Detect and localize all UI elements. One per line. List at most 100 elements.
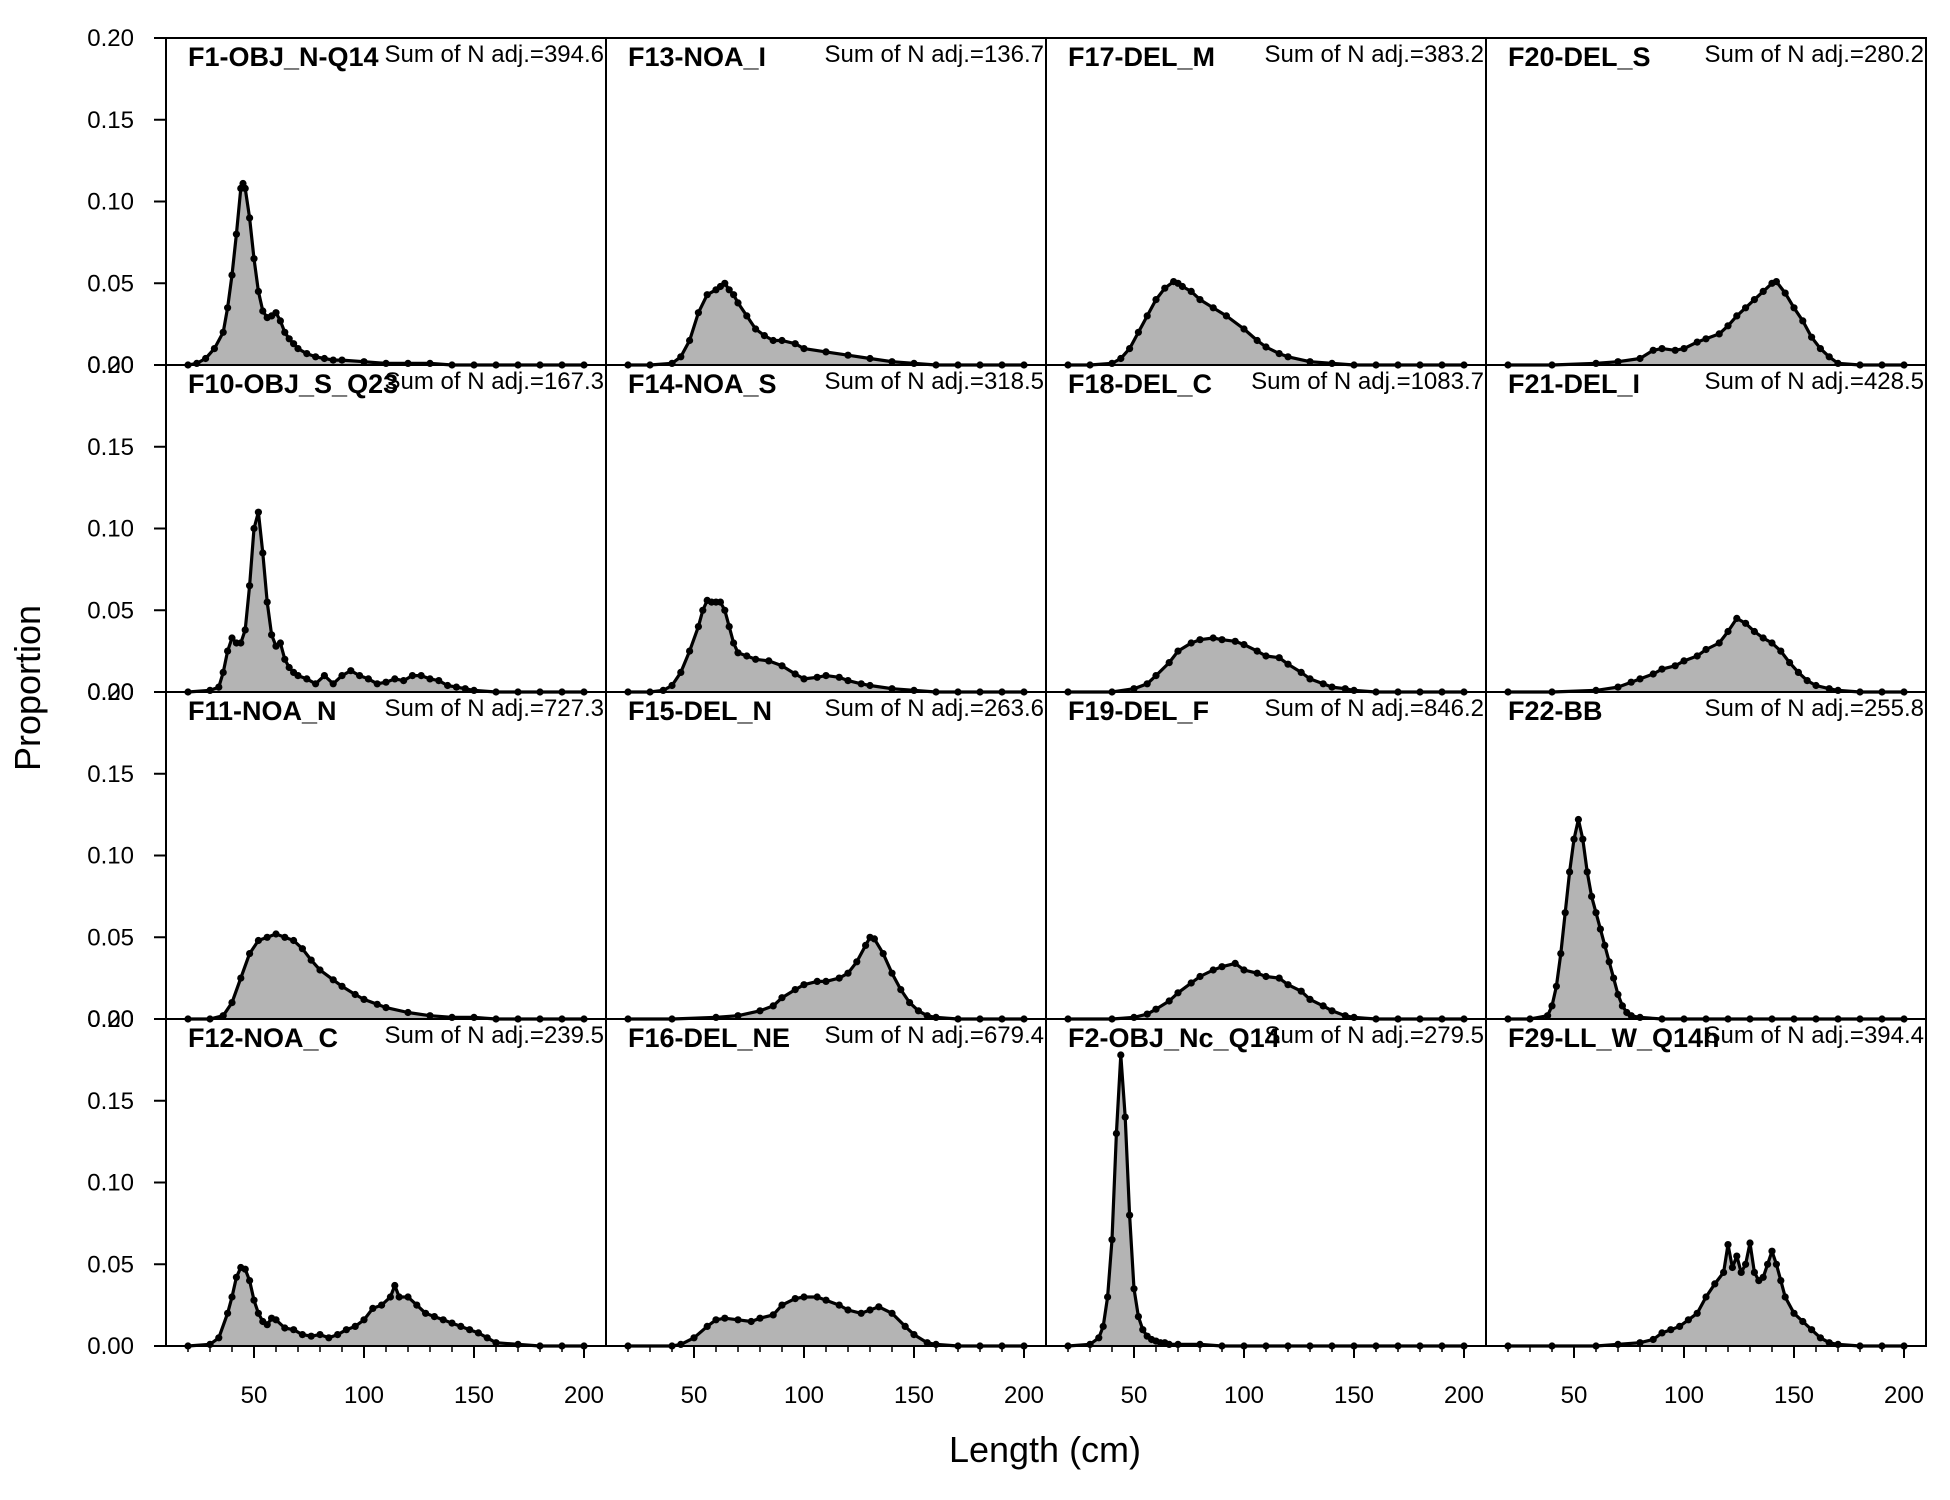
data-point [1130, 1285, 1138, 1293]
data-point [228, 634, 236, 642]
data-point [879, 950, 887, 958]
data-point [822, 348, 830, 356]
data-point [1209, 304, 1217, 312]
data-point [1610, 974, 1618, 982]
data-point [1306, 675, 1314, 683]
data-point [1297, 987, 1305, 995]
data-point [1671, 346, 1679, 354]
data-point [1724, 627, 1732, 636]
data-point [1262, 343, 1270, 351]
data-point [246, 950, 254, 958]
data-point [725, 286, 733, 294]
data-point [461, 685, 469, 693]
data-point [835, 974, 843, 982]
data-point [391, 675, 399, 683]
data-point [351, 1322, 359, 1330]
data-point [338, 672, 346, 680]
data-point [1693, 652, 1701, 660]
data-point [1728, 1263, 1736, 1272]
data-point [219, 1012, 227, 1020]
y-tick-label: 0.15 [87, 761, 134, 788]
panel-2: F13-NOA_I Sum of N adj.=136.7 [605, 37, 1047, 369]
series-area [1068, 963, 1464, 1019]
panel-frame [1045, 364, 1487, 693]
data-point [1319, 680, 1327, 688]
data-point [1099, 1322, 1107, 1330]
data-point [844, 351, 852, 359]
y-tick-label: 0.15 [87, 1088, 134, 1115]
y-tick-label: 0.05 [87, 270, 134, 297]
data-point [1693, 1309, 1701, 1317]
data-point [430, 1313, 438, 1321]
y-tick-label: 0.10 [87, 516, 134, 543]
data-point [224, 1309, 232, 1317]
data-point [1552, 982, 1560, 990]
x-tick-label: 100 [784, 1382, 824, 1409]
data-point [219, 668, 227, 677]
data-point [1126, 345, 1134, 353]
data-point [246, 1277, 254, 1285]
data-point [263, 933, 271, 941]
data-point [285, 663, 293, 672]
data-point [813, 673, 821, 681]
data-point [703, 1322, 711, 1330]
series-area [1508, 618, 1904, 692]
series-line [628, 281, 1024, 367]
panel-title: F18-DEL_C [1068, 369, 1212, 399]
data-point [250, 1296, 258, 1304]
axes-layer: 0.000.050.100.150.200.000.050.100.150.20… [87, 25, 1924, 1409]
panel-frame [605, 691, 1047, 1020]
data-point [822, 1296, 830, 1304]
data-point [268, 631, 276, 639]
data-point [721, 279, 729, 287]
data-point [857, 680, 865, 688]
data-point [813, 977, 821, 986]
data-point [1152, 296, 1160, 304]
data-point [1605, 958, 1613, 966]
data-point [853, 958, 861, 966]
data-point [791, 1295, 799, 1303]
data-point [1548, 1002, 1556, 1010]
data-point [1711, 1280, 1719, 1288]
data-point [1658, 1329, 1666, 1337]
x-tick-label: 50 [1561, 1382, 1588, 1409]
panel-8: F21-DEL_I Sum of N adj.=428.5 [1485, 364, 1927, 696]
data-point [360, 358, 368, 366]
data-point [1808, 333, 1816, 341]
y-tick-label: 0.00 [87, 352, 134, 379]
data-point [281, 655, 289, 663]
data-point [1262, 652, 1270, 660]
data-point [866, 354, 874, 363]
data-point [800, 1293, 808, 1301]
data-point [703, 291, 711, 299]
data-point [923, 1339, 931, 1347]
data-point [1618, 1002, 1626, 1010]
data-point [1702, 1293, 1710, 1301]
data-point [1742, 619, 1750, 627]
data-point [1702, 645, 1710, 654]
data-point [1750, 296, 1758, 304]
series-area [628, 283, 1024, 365]
data-point [1557, 950, 1565, 958]
data-point [769, 1311, 777, 1319]
data-point [298, 945, 306, 953]
data-point [285, 335, 293, 343]
panel-14: F16-DEL_NE Sum of N adj.=679.4 [605, 1018, 1047, 1350]
data-point [870, 935, 879, 943]
data-point [1627, 678, 1635, 686]
data-point [791, 670, 799, 678]
series-line [187, 510, 584, 694]
data-point [791, 340, 799, 348]
x-tick-label: 100 [1224, 1382, 1264, 1409]
data-point [1209, 966, 1217, 974]
x-tick-label: 150 [1334, 1382, 1374, 1409]
data-point [210, 345, 218, 353]
data-point [232, 1273, 240, 1281]
data-point [1649, 670, 1657, 678]
data-point [1306, 995, 1314, 1004]
data-point [778, 662, 786, 670]
data-point [215, 1334, 223, 1342]
panel-annotation: Sum of N adj.=428.5 [1705, 368, 1924, 395]
data-point [316, 1331, 324, 1339]
data-point [1799, 317, 1807, 325]
